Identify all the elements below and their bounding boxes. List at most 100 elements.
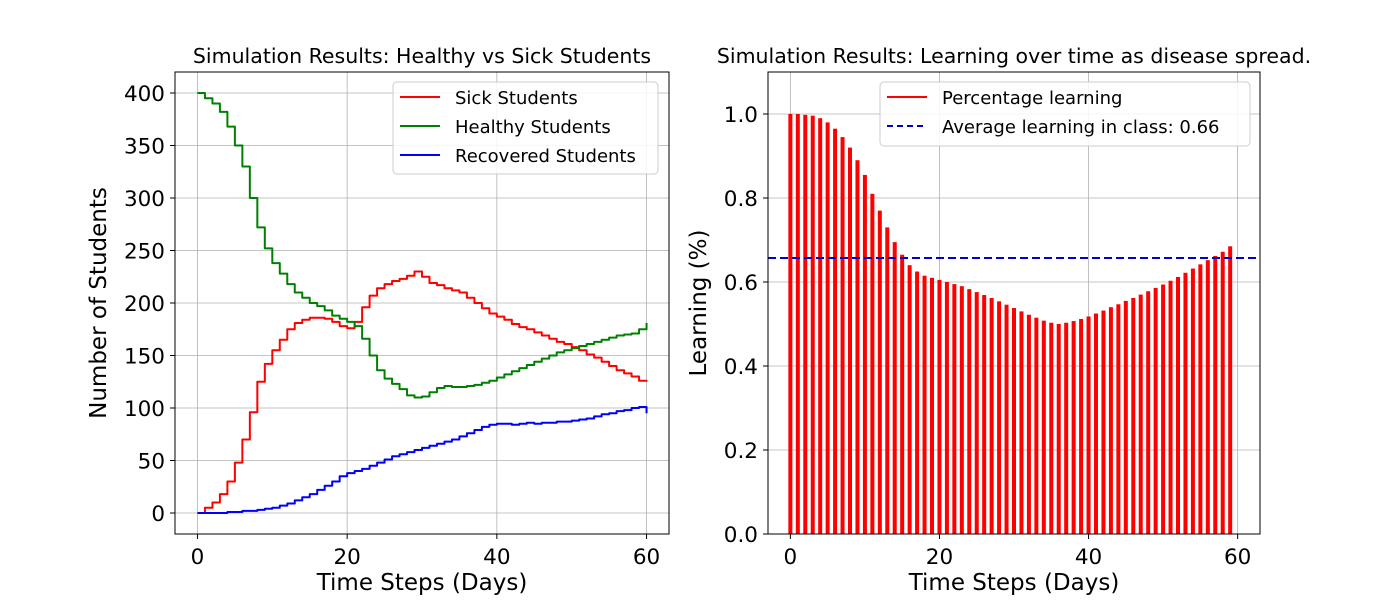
left-ytick-label-250: 250 bbox=[124, 240, 165, 265]
left-ytick-label-50: 50 bbox=[138, 450, 165, 475]
learning-bar-29 bbox=[1004, 304, 1009, 534]
legend-label-sick: Sick Students bbox=[455, 88, 578, 109]
right-ticks: 0 20 40 60 0.0 0.2 0.4 0.6 0.8 1.0 bbox=[724, 103, 1252, 570]
right-ytick-label-5: 1.0 bbox=[724, 103, 758, 128]
learning-bar-48 bbox=[1146, 291, 1151, 534]
left-ytick-label-200: 200 bbox=[124, 292, 165, 317]
right-chart-title: Simulation Results: Learning over time a… bbox=[717, 44, 1311, 68]
left-xtick-label-60: 60 bbox=[633, 545, 660, 570]
left-series-lines bbox=[197, 92, 648, 514]
learning-bar-2 bbox=[803, 114, 808, 534]
left-chart-title: Simulation Results: Healthy vs Sick Stud… bbox=[193, 44, 651, 68]
learning-bar-15 bbox=[900, 254, 905, 534]
left-xtick-label-0: 0 bbox=[191, 545, 205, 570]
learning-bar-36 bbox=[1056, 324, 1061, 534]
legend-label-healthy: Healthy Students bbox=[455, 117, 611, 138]
learning-bar-33 bbox=[1034, 317, 1039, 534]
learning-bar-42 bbox=[1101, 310, 1106, 534]
learning-bar-43 bbox=[1108, 307, 1113, 534]
learning-bar-47 bbox=[1138, 294, 1143, 534]
left-x-axis-label: Time Steps (Days) bbox=[316, 570, 528, 596]
learning-bar-14 bbox=[892, 242, 897, 534]
left-xtick-label-20: 20 bbox=[333, 545, 360, 570]
left-chart: Simulation Results: Healthy vs Sick Stud… bbox=[86, 44, 670, 596]
learning-bar-55 bbox=[1198, 264, 1203, 534]
learning-bar-6 bbox=[833, 128, 838, 534]
right-legend-box bbox=[879, 81, 1251, 147]
left-ytick-label-100: 100 bbox=[124, 397, 165, 422]
learning-bar-20 bbox=[937, 279, 942, 534]
left-ytick-label-150: 150 bbox=[124, 345, 165, 370]
learning-bar-27 bbox=[989, 297, 994, 534]
learning-bar-41 bbox=[1094, 313, 1098, 534]
learning-bar-38 bbox=[1071, 321, 1076, 534]
learning-bar-28 bbox=[997, 301, 1002, 534]
learning-bar-4 bbox=[818, 118, 823, 534]
learning-bar-12 bbox=[877, 210, 882, 534]
learning-bar-8 bbox=[848, 147, 852, 534]
learning-bar-54 bbox=[1190, 268, 1195, 534]
learning-bar-26 bbox=[982, 295, 987, 534]
legend-label-learning: Percentage learning bbox=[942, 88, 1122, 109]
left-legend-box bbox=[392, 81, 659, 175]
learning-bar-24 bbox=[967, 289, 972, 534]
right-ytick-label-3: 0.6 bbox=[724, 271, 758, 296]
right-ytick-label-1: 0.2 bbox=[724, 439, 758, 464]
learning-bar-13 bbox=[885, 227, 890, 534]
learning-bar-9 bbox=[855, 160, 860, 534]
right-xtick-label-60: 60 bbox=[1224, 545, 1251, 570]
learning-bar-10 bbox=[862, 174, 867, 534]
learning-bar-30 bbox=[1012, 308, 1016, 534]
right-ytick-label-2: 0.4 bbox=[724, 355, 758, 380]
right-legend: Percentage learning Average learning in … bbox=[879, 81, 1251, 147]
left-ytick-label-0: 0 bbox=[151, 502, 165, 527]
right-y-axis-label: Learning (%) bbox=[686, 230, 712, 377]
learning-bar-37 bbox=[1064, 322, 1069, 534]
learning-bar-39 bbox=[1079, 318, 1084, 534]
learning-bar-19 bbox=[930, 277, 934, 534]
learning-bar-22 bbox=[952, 284, 957, 534]
learning-bar-11 bbox=[870, 193, 875, 535]
right-ytick-label-4: 0.8 bbox=[724, 187, 758, 212]
learning-bar-51 bbox=[1168, 280, 1173, 534]
learning-bar-35 bbox=[1049, 322, 1054, 534]
learning-bar-57 bbox=[1213, 255, 1218, 534]
learning-bar-52 bbox=[1176, 276, 1180, 534]
left-legend: Sick Students Healthy Students Recovered… bbox=[392, 81, 659, 175]
learning-bar-1 bbox=[795, 114, 800, 534]
learning-bar-32 bbox=[1026, 314, 1031, 534]
left-ticks: 0 20 40 60 0 50 100 150 200 250 300 350 400 bbox=[124, 82, 660, 570]
learning-bar-58 bbox=[1220, 251, 1225, 534]
left-y-axis-label: Number of Students bbox=[86, 187, 112, 419]
left-ytick-label-300: 300 bbox=[124, 187, 165, 212]
right-bars bbox=[788, 114, 1233, 535]
learning-bar-40 bbox=[1086, 316, 1091, 534]
learning-bar-31 bbox=[1019, 311, 1024, 534]
right-xtick-label-0: 0 bbox=[784, 545, 798, 570]
learning-bar-7 bbox=[840, 137, 845, 534]
right-xtick-label-20: 20 bbox=[926, 545, 953, 570]
learning-bar-25 bbox=[974, 292, 979, 534]
learning-bar-59 bbox=[1228, 246, 1233, 535]
learning-bar-0 bbox=[788, 114, 793, 534]
right-ytick-label-0: 0.0 bbox=[724, 523, 758, 548]
right-xtick-label-40: 40 bbox=[1075, 545, 1102, 570]
right-axes-frame bbox=[767, 71, 1261, 535]
learning-bar-46 bbox=[1131, 297, 1136, 534]
learning-bar-50 bbox=[1161, 284, 1166, 534]
learning-bar-23 bbox=[959, 286, 964, 534]
series-line-healthy bbox=[197, 92, 648, 399]
learning-bar-34 bbox=[1041, 320, 1046, 534]
series-line-sick bbox=[197, 270, 648, 514]
learning-bar-56 bbox=[1205, 260, 1210, 534]
left-ytick-label-400: 400 bbox=[124, 82, 165, 107]
right-x-axis-label: Time Steps (Days) bbox=[908, 570, 1120, 596]
learning-bar-18 bbox=[922, 275, 927, 534]
legend-label-recovered: Recovered Students bbox=[455, 146, 636, 167]
learning-bar-49 bbox=[1153, 287, 1158, 534]
learning-bar-21 bbox=[944, 282, 949, 534]
learning-bar-44 bbox=[1116, 304, 1121, 534]
right-chart: Simulation Results: Learning over time a… bbox=[686, 44, 1311, 596]
left-xtick-label-40: 40 bbox=[483, 545, 510, 570]
